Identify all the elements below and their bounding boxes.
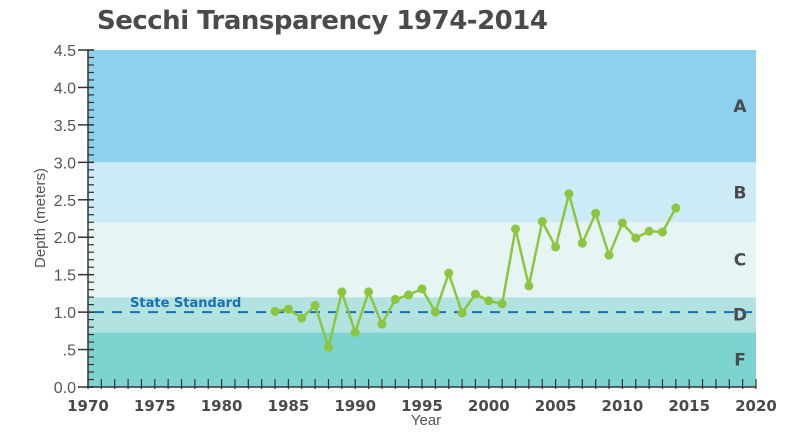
data-point bbox=[417, 284, 427, 294]
x-tick-label: 1995 bbox=[401, 397, 443, 415]
band-f bbox=[88, 332, 756, 387]
axes: 0.0 .5 1.0 1.5 2.0 2.5 3.0 3.5 4.0 4.5 1970 1975 198… bbox=[54, 43, 777, 415]
x-axis-label: Year bbox=[411, 412, 441, 429]
x-tick-label: 1985 bbox=[268, 397, 310, 415]
band-label-a: A bbox=[733, 97, 747, 117]
data-point bbox=[390, 294, 400, 304]
band-b bbox=[88, 162, 756, 223]
data-point bbox=[604, 250, 614, 260]
data-point bbox=[537, 216, 547, 226]
data-point bbox=[457, 308, 467, 318]
x-tick-label: 2020 bbox=[735, 397, 777, 415]
data-point bbox=[657, 227, 667, 237]
band-label-b: B bbox=[734, 183, 747, 203]
y-tick-label: 4.0 bbox=[54, 80, 76, 97]
y-tick-label: 4.5 bbox=[54, 43, 76, 60]
y-tick-label: 0.0 bbox=[54, 380, 76, 397]
data-point bbox=[511, 224, 521, 234]
grade-band-labels: F D C B A bbox=[733, 97, 747, 370]
y-axis-label: Depth (meters) bbox=[32, 168, 49, 268]
x-tick-label: 1970 bbox=[67, 397, 109, 415]
data-point bbox=[470, 289, 480, 299]
band-label-f: F bbox=[734, 351, 746, 371]
data-point bbox=[323, 342, 333, 352]
y-tick-label: 1.0 bbox=[54, 305, 76, 322]
data-point bbox=[310, 300, 320, 310]
state-standard-label: State Standard bbox=[130, 296, 241, 311]
data-point bbox=[564, 189, 574, 199]
data-point bbox=[364, 287, 374, 297]
data-point bbox=[631, 233, 641, 243]
data-point bbox=[444, 268, 454, 278]
data-point bbox=[283, 304, 293, 314]
data-point bbox=[497, 299, 507, 309]
y-tick-label: 2.0 bbox=[54, 230, 76, 247]
data-point bbox=[551, 242, 561, 252]
y-tick-label: 3.0 bbox=[54, 155, 76, 172]
data-point bbox=[270, 306, 280, 316]
data-series bbox=[270, 189, 681, 352]
y-tick-label: .5 bbox=[63, 343, 76, 360]
data-point bbox=[430, 307, 440, 317]
data-point bbox=[644, 226, 654, 236]
band-label-c: C bbox=[734, 251, 746, 271]
data-point bbox=[377, 319, 387, 329]
x-tick-label: 2015 bbox=[668, 397, 710, 415]
x-tick-label: 2005 bbox=[535, 397, 577, 415]
y-tick-label: 1.5 bbox=[54, 268, 76, 285]
x-tick-label: 2000 bbox=[468, 397, 510, 415]
data-point bbox=[337, 287, 347, 297]
band-label-d: D bbox=[733, 306, 747, 326]
y-tick-label: 2.5 bbox=[54, 193, 76, 210]
data-point bbox=[350, 327, 360, 337]
state-standard-group: State Standard bbox=[94, 296, 756, 314]
chart-title: Secchi Transparency 1974-2014 bbox=[97, 6, 548, 36]
data-point bbox=[404, 290, 414, 300]
data-point bbox=[617, 218, 627, 228]
data-point bbox=[297, 313, 307, 323]
data-point bbox=[577, 238, 587, 248]
data-point bbox=[671, 203, 681, 213]
data-point bbox=[484, 296, 494, 306]
data-point bbox=[524, 281, 534, 291]
band-d bbox=[88, 297, 756, 333]
y-tick-label: 3.5 bbox=[54, 118, 76, 135]
data-point bbox=[591, 208, 601, 218]
x-tick-label: 1975 bbox=[134, 397, 176, 415]
x-tick-label: 1980 bbox=[201, 397, 243, 415]
x-tick-label: 2010 bbox=[602, 397, 644, 415]
grade-bands bbox=[88, 50, 756, 387]
band-a bbox=[88, 50, 756, 163]
x-tick-label: 1990 bbox=[334, 397, 376, 415]
